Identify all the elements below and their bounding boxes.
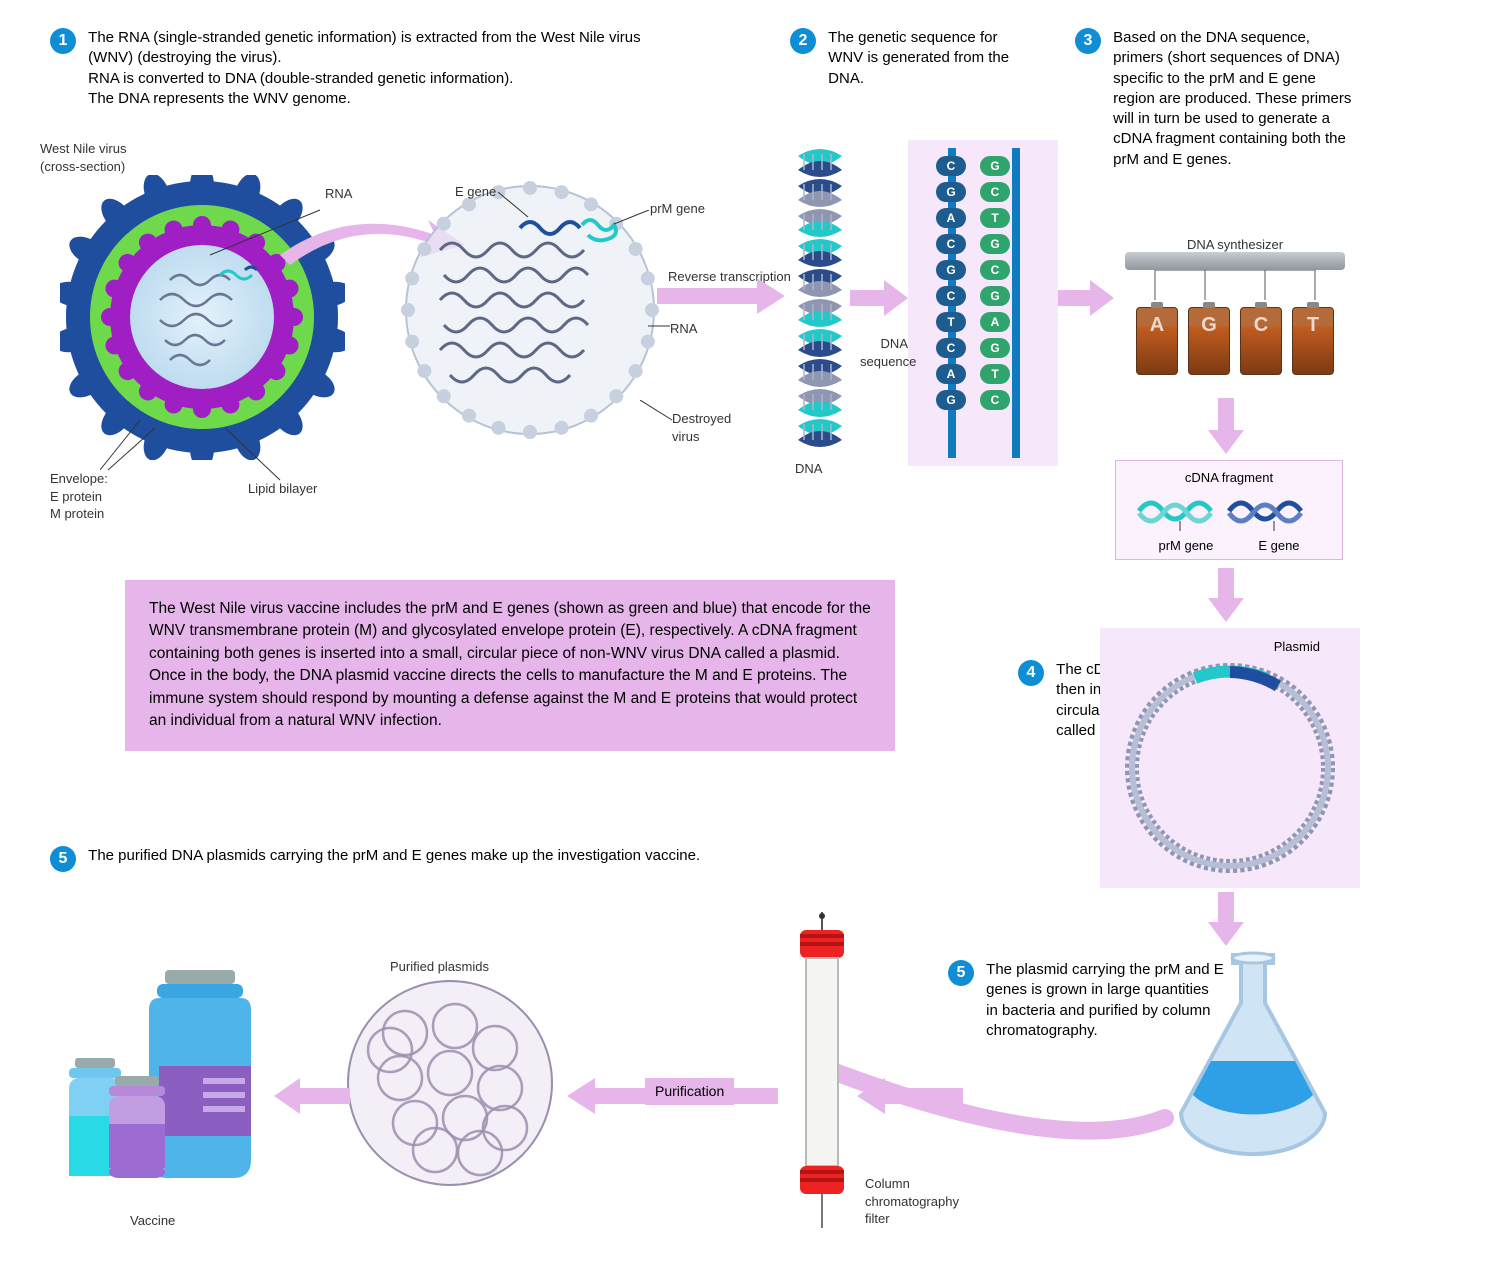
bottle-g (1188, 307, 1230, 375)
seq-pair: TA (936, 312, 1010, 332)
label-purified-plasmids: Purified plasmids (390, 958, 489, 976)
label-plasmid: Plasmid (1274, 638, 1320, 656)
label-destroyed: Destroyed virus (672, 410, 731, 445)
label-egene2: E gene (1258, 537, 1299, 555)
label-prm: prM gene (650, 200, 705, 218)
seq-pair: CG (936, 286, 1010, 306)
step-3-text: Based on the DNA sequence, primers (shor… (1113, 28, 1353, 170)
envelope-line (100, 420, 220, 480)
label-purification: Purification (645, 1078, 734, 1105)
label-dna-seq: DNA sequence (860, 335, 908, 370)
seq-pair: CG (936, 338, 1010, 358)
egene-line (498, 192, 538, 222)
step-2-text: The genetic sequence for WNV is generate… (828, 28, 1018, 89)
seq-pair: CG (936, 156, 1010, 176)
label-e-gene: E gene (455, 183, 496, 201)
label-rna2: RNA (670, 320, 697, 338)
badge-3: 3 (1075, 28, 1101, 54)
badge-5a: 5 (948, 960, 974, 986)
label-vaccine: Vaccine (130, 1212, 175, 1230)
arrow-flask-column (855, 1078, 965, 1114)
label-cdna: cDNA fragment (1116, 469, 1342, 487)
dna-sequence-panel: CG GC AT CG GC CG TA CG AT GC (908, 140, 1058, 466)
dna-synthesizer (1125, 252, 1345, 375)
seq-pair: GC (936, 390, 1010, 410)
label-column: Column chromatography filter (865, 1175, 959, 1228)
dna-helix (790, 148, 850, 464)
cdna-fragment-box: cDNA fragment prM gene E gene (1115, 460, 1343, 560)
label-prm2: prM gene (1158, 537, 1213, 555)
label-dna-synth: DNA synthesizer (1175, 236, 1295, 254)
infobox: The West Nile virus vaccine includes the… (125, 580, 895, 751)
vaccine-vials (55, 948, 295, 1214)
step-5b: 5 The purified DNA plasmids carrying the… (50, 846, 730, 872)
badge-1: 1 (50, 28, 76, 54)
step-3: 3 Based on the DNA sequence, primers (sh… (1075, 28, 1355, 170)
seq-pair: AT (936, 364, 1010, 384)
rna2-line (648, 320, 673, 335)
step-2: 2 The genetic sequence for WNV is genera… (790, 28, 1020, 89)
arrow-dna-seq (850, 280, 910, 316)
label-dna: DNA (795, 460, 822, 478)
seq-pair: CG (936, 234, 1010, 254)
lipid-line (225, 428, 305, 483)
arrow-plasmid-flask (1208, 892, 1244, 948)
arrow-rev-trans (657, 278, 787, 314)
step-1: 1 The RNA (single-stranded genetic infor… (50, 28, 680, 109)
column-chromatography (782, 912, 862, 1238)
badge-4: 4 (1018, 660, 1044, 686)
seq-pair: GC (936, 260, 1010, 280)
prm-line (614, 210, 654, 230)
badge-5b: 5 (50, 846, 76, 872)
step-5b-text: The purified DNA plasmids carrying the p… (88, 846, 708, 866)
step-1-text: The RNA (single-stranded genetic informa… (88, 28, 668, 109)
bottle-a (1136, 307, 1178, 375)
badge-2: 2 (790, 28, 816, 54)
bottle-t (1292, 307, 1334, 375)
arrow-synth-cdna (1208, 398, 1244, 456)
seq-pair: GC (936, 182, 1010, 202)
purified-plasmids (345, 978, 555, 1194)
arrow-cdna-plasmid (1208, 568, 1244, 624)
arrow-seq-synth (1058, 280, 1116, 316)
plasmid-panel: Plasmid (1100, 628, 1360, 888)
destroyed-line (640, 400, 675, 430)
bottle-c (1240, 307, 1282, 375)
seq-pair: AT (936, 208, 1010, 228)
